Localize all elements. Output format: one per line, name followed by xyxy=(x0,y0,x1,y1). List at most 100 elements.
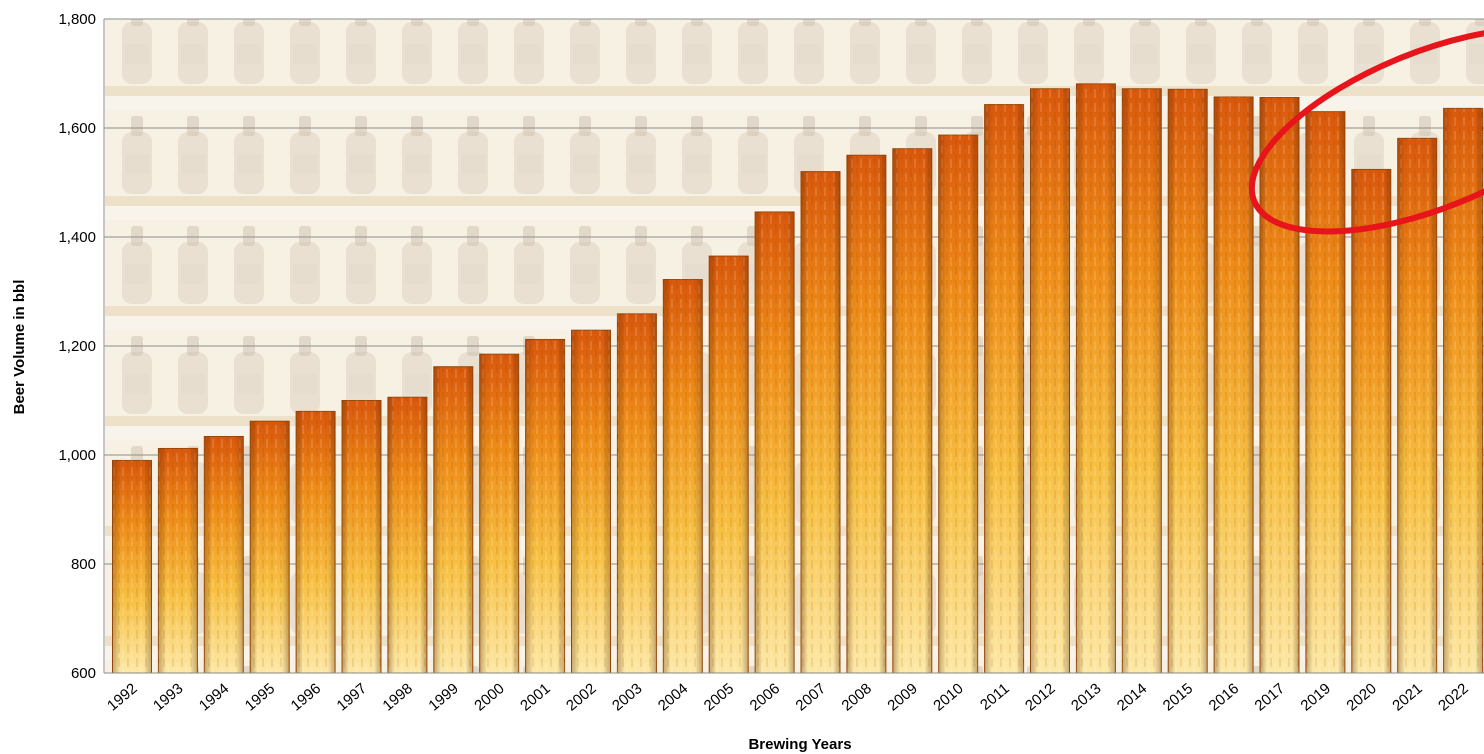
bar-shade xyxy=(571,330,611,673)
bar-shade xyxy=(112,460,152,673)
bar-2004 xyxy=(662,279,703,674)
x-tick-label: 2012 xyxy=(1022,680,1058,714)
x-tick-label: 2022 xyxy=(1435,680,1471,714)
x-tick-label: 2005 xyxy=(701,680,737,714)
bar-2017 xyxy=(1259,96,1300,674)
bar-shade xyxy=(1397,138,1437,674)
x-tick-label: 1996 xyxy=(288,680,324,714)
bar-shade xyxy=(387,397,427,673)
x-tick-label: 1997 xyxy=(334,680,370,714)
bar-2019 xyxy=(1305,111,1346,674)
y-tick-label: 1,400 xyxy=(58,229,96,246)
bar-shade xyxy=(984,104,1024,673)
bar-2006 xyxy=(754,211,795,674)
y-tick-label: 1,000 xyxy=(58,447,96,464)
bar-1998 xyxy=(387,396,428,674)
x-tick-label: 2010 xyxy=(930,680,966,714)
y-tick-label: 800 xyxy=(71,556,96,573)
annotation-ellipse xyxy=(1248,25,1484,235)
bar-2011 xyxy=(984,104,1025,674)
bar-shade xyxy=(892,148,932,673)
bar-shade xyxy=(663,279,703,673)
bar-shade xyxy=(342,400,381,673)
bar-1993 xyxy=(157,447,198,674)
x-tick-label: 1995 xyxy=(242,680,278,714)
x-axis-title: Brewing Years xyxy=(748,736,851,753)
bar-2012 xyxy=(1030,88,1070,674)
x-tick-label: 2019 xyxy=(1297,680,1333,714)
highlight-ellipse xyxy=(1248,25,1484,235)
x-tick-label: 2020 xyxy=(1343,680,1379,714)
x-tick-label: 1999 xyxy=(425,680,461,714)
x-tick-label: 2006 xyxy=(747,680,783,714)
bar-2007 xyxy=(800,171,841,674)
x-tick-label: 2000 xyxy=(471,680,507,714)
x-tick-label: 2003 xyxy=(609,680,645,714)
bar-2003 xyxy=(616,313,657,674)
bar-1995 xyxy=(249,420,290,674)
bar-2009 xyxy=(892,148,933,674)
bar-shade xyxy=(1030,88,1070,673)
bar-2000 xyxy=(479,353,520,674)
y-tick-labels: 600 800 1,000 1,200 1,400 1,600 1,800 xyxy=(58,11,96,682)
bar-shade xyxy=(296,411,336,673)
bar-2005 xyxy=(708,255,749,674)
bar-shade xyxy=(709,256,749,673)
bar-2015 xyxy=(1167,88,1208,674)
bar-shade xyxy=(479,354,519,673)
x-tick-label: 2004 xyxy=(655,680,691,714)
x-tick-label: 2015 xyxy=(1160,680,1196,714)
bar-shade xyxy=(525,339,565,673)
bars xyxy=(112,83,1484,674)
bar-1992 xyxy=(112,459,152,674)
x-tick-label: 1994 xyxy=(196,680,232,714)
bar-2001 xyxy=(525,338,566,674)
bar-2010 xyxy=(938,134,979,674)
bar-shade xyxy=(1260,97,1299,674)
bar-shade xyxy=(1076,83,1116,674)
bar-2008 xyxy=(846,154,887,674)
x-tick-label: 2021 xyxy=(1389,680,1425,714)
bar-1994 xyxy=(203,435,244,674)
x-tick-label: 2008 xyxy=(838,680,874,714)
x-tick-label: 2017 xyxy=(1252,680,1288,714)
y-tick-label: 1,800 xyxy=(58,11,96,28)
bar-shade xyxy=(433,366,473,673)
x-tick-labels: 1992 1993 1994 1995 1996 1997 1998 1999 2000 2001… xyxy=(104,680,1472,714)
x-tick-label: 2014 xyxy=(1114,680,1150,714)
x-tick-label: 2002 xyxy=(563,680,599,714)
y-axis-title: Beer Volume in bbl xyxy=(11,280,28,415)
x-tick-label: 2007 xyxy=(793,680,829,714)
bar-shade xyxy=(250,421,290,673)
bar-shade xyxy=(846,155,886,673)
bar-2016 xyxy=(1213,96,1254,674)
x-tick-label: 1992 xyxy=(104,680,140,714)
bar-shade xyxy=(1214,96,1254,673)
bar-shade xyxy=(617,313,657,673)
x-tick-label: 2016 xyxy=(1206,680,1242,714)
bar-1996 xyxy=(295,410,336,674)
bar-1999 xyxy=(433,366,474,674)
axes xyxy=(103,19,1484,674)
bar-shade xyxy=(1305,111,1345,673)
y-tick-label: 600 xyxy=(71,665,96,682)
bar-1997 xyxy=(341,400,382,674)
bar-2013 xyxy=(1075,83,1116,674)
x-tick-label: 1998 xyxy=(379,680,415,714)
bar-shade xyxy=(801,171,840,673)
bar-shade xyxy=(1351,169,1391,674)
x-tick-label: 1993 xyxy=(150,680,186,714)
bar-shade xyxy=(755,211,795,673)
y-tick-label: 1,600 xyxy=(58,120,96,137)
y-tick-label: 1,200 xyxy=(58,338,96,355)
x-tick-label: 2013 xyxy=(1068,680,1104,714)
bar-2014 xyxy=(1121,88,1162,674)
bar-shade xyxy=(1168,89,1208,674)
bar-shade xyxy=(158,448,198,673)
x-tick-label: 2011 xyxy=(977,680,1013,714)
x-tick-label: 2001 xyxy=(517,680,553,714)
bar-2002 xyxy=(571,329,611,674)
bar-shade xyxy=(1122,88,1162,673)
bar-shade xyxy=(204,436,244,673)
